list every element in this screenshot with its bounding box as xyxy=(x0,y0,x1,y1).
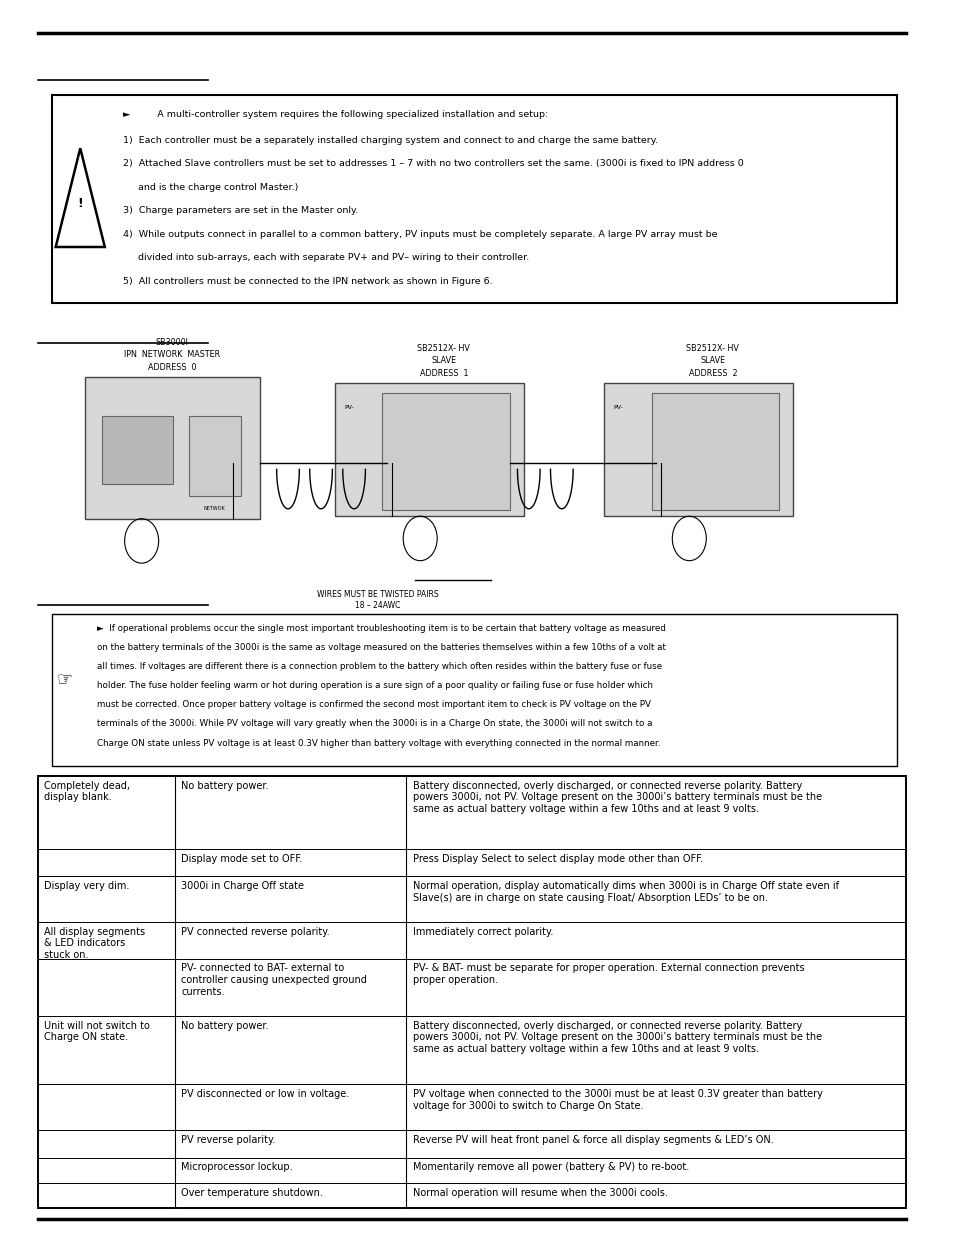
Text: Unit will not switch to
Charge ON state.: Unit will not switch to Charge ON state. xyxy=(45,1020,150,1042)
Text: Display mode set to OFF.: Display mode set to OFF. xyxy=(181,853,302,863)
Text: 3000i in Charge Off state: 3000i in Charge Off state xyxy=(181,881,304,892)
Text: ►  If operational problems occur the single most important troubleshooting item : ► If operational problems occur the sing… xyxy=(97,624,665,632)
Text: 2)  Attached Slave controllers must be set to addresses 1 – 7 with no two contro: 2) Attached Slave controllers must be se… xyxy=(123,159,742,168)
Text: Battery disconnected, overly discharged, or connected reverse polarity. Battery
: Battery disconnected, overly discharged,… xyxy=(413,781,821,814)
Text: PV voltage when connected to the 3000i must be at least 0.3V greater than batter: PV voltage when connected to the 3000i m… xyxy=(413,1089,821,1110)
Text: divided into sub-arrays, each with separate PV+ and PV– wiring to their controll: divided into sub-arrays, each with separ… xyxy=(123,253,529,262)
Text: PV reverse polarity.: PV reverse polarity. xyxy=(181,1135,275,1145)
FancyBboxPatch shape xyxy=(38,776,905,1208)
FancyBboxPatch shape xyxy=(51,614,896,766)
Text: and is the charge control Master.): and is the charge control Master.) xyxy=(123,183,298,191)
Text: PV disconnected or low in voltage.: PV disconnected or low in voltage. xyxy=(181,1089,349,1099)
Text: PV connected reverse polarity.: PV connected reverse polarity. xyxy=(181,927,330,937)
Text: PV-: PV- xyxy=(344,405,354,410)
Text: terminals of the 3000i. While PV voltage will vary greatly when the 3000i is in : terminals of the 3000i. While PV voltage… xyxy=(97,719,652,729)
Text: SB2512X- HV
SLAVE
ADDRESS  1: SB2512X- HV SLAVE ADDRESS 1 xyxy=(416,343,470,378)
Text: NETWOK: NETWOK xyxy=(203,506,225,511)
FancyBboxPatch shape xyxy=(85,377,259,519)
FancyBboxPatch shape xyxy=(335,383,523,516)
FancyBboxPatch shape xyxy=(51,95,896,303)
Text: No battery power.: No battery power. xyxy=(181,781,269,790)
Text: holder. The fuse holder feeling warm or hot during operation is a sure sign of a: holder. The fuse holder feeling warm or … xyxy=(97,682,653,690)
Text: must be corrected. Once proper battery voltage is confirmed the second most impo: must be corrected. Once proper battery v… xyxy=(97,700,651,709)
Text: PV-: PV- xyxy=(613,405,623,410)
Text: Immediately correct polarity.: Immediately correct polarity. xyxy=(413,927,553,937)
Text: SB3000I
IPN  NETWORK  MASTER
ADDRESS  0: SB3000I IPN NETWORK MASTER ADDRESS 0 xyxy=(124,337,220,372)
Text: Charge ON state unless PV voltage is at least 0.3V higher than battery voltage w: Charge ON state unless PV voltage is at … xyxy=(97,739,660,747)
Text: All display segments
& LED indicators
stuck on.: All display segments & LED indicators st… xyxy=(45,927,146,960)
Text: PV- & BAT- must be separate for proper operation. External connection prevents
p: PV- & BAT- must be separate for proper o… xyxy=(413,963,803,986)
Text: 3)  Charge parameters are set in the Master only.: 3) Charge parameters are set in the Mast… xyxy=(123,206,357,215)
Text: Completely dead,
display blank.: Completely dead, display blank. xyxy=(45,781,131,802)
Text: SB2512X- HV
SLAVE
ADDRESS  2: SB2512X- HV SLAVE ADDRESS 2 xyxy=(686,343,739,378)
Text: Normal operation will resume when the 3000i cools.: Normal operation will resume when the 30… xyxy=(413,1188,667,1198)
Text: No battery power.: No battery power. xyxy=(181,1020,269,1031)
FancyBboxPatch shape xyxy=(102,416,172,484)
Text: Display very dim.: Display very dim. xyxy=(45,881,130,892)
Text: !: ! xyxy=(77,198,83,210)
FancyBboxPatch shape xyxy=(603,383,792,516)
Text: on the battery terminals of the 3000i is the same as voltage measured on the bat: on the battery terminals of the 3000i is… xyxy=(97,642,665,652)
FancyBboxPatch shape xyxy=(382,393,509,510)
Text: 1)  Each controller must be a separately installed charging system and connect t: 1) Each controller must be a separately … xyxy=(123,136,657,144)
Text: Press Display Select to select display mode other than OFF.: Press Display Select to select display m… xyxy=(413,853,702,863)
FancyBboxPatch shape xyxy=(651,393,779,510)
Text: ☞: ☞ xyxy=(56,671,72,689)
Text: all times. If voltages are different there is a connection problem to the batter: all times. If voltages are different the… xyxy=(97,662,661,671)
Text: PV- connected to BAT- external to
controller causing unexpected ground
currents.: PV- connected to BAT- external to contro… xyxy=(181,963,367,997)
Text: Momentarily remove all power (battery & PV) to re-boot.: Momentarily remove all power (battery & … xyxy=(413,1162,688,1172)
FancyBboxPatch shape xyxy=(189,416,240,496)
Text: Microprocessor lockup.: Microprocessor lockup. xyxy=(181,1162,293,1172)
Text: WIRES MUST BE TWISTED PAIRS
18 – 24AWC: WIRES MUST BE TWISTED PAIRS 18 – 24AWC xyxy=(316,590,438,610)
Text: 4)  While outputs connect in parallel to a common battery, PV inputs must be com: 4) While outputs connect in parallel to … xyxy=(123,230,717,238)
Text: Reverse PV will heat front panel & force all display segments & LED’s ON.: Reverse PV will heat front panel & force… xyxy=(413,1135,773,1145)
Text: Normal operation, display automatically dims when 3000i is in Charge Off state e: Normal operation, display automatically … xyxy=(413,881,838,903)
Text: ►         A multi-controller system requires the following specialized installat: ► A multi-controller system requires the… xyxy=(123,110,547,119)
Text: Battery disconnected, overly discharged, or connected reverse polarity. Battery
: Battery disconnected, overly discharged,… xyxy=(413,1020,821,1053)
Text: Over temperature shutdown.: Over temperature shutdown. xyxy=(181,1188,323,1198)
Text: 5)  All controllers must be connected to the IPN network as shown in Figure 6.: 5) All controllers must be connected to … xyxy=(123,277,492,285)
